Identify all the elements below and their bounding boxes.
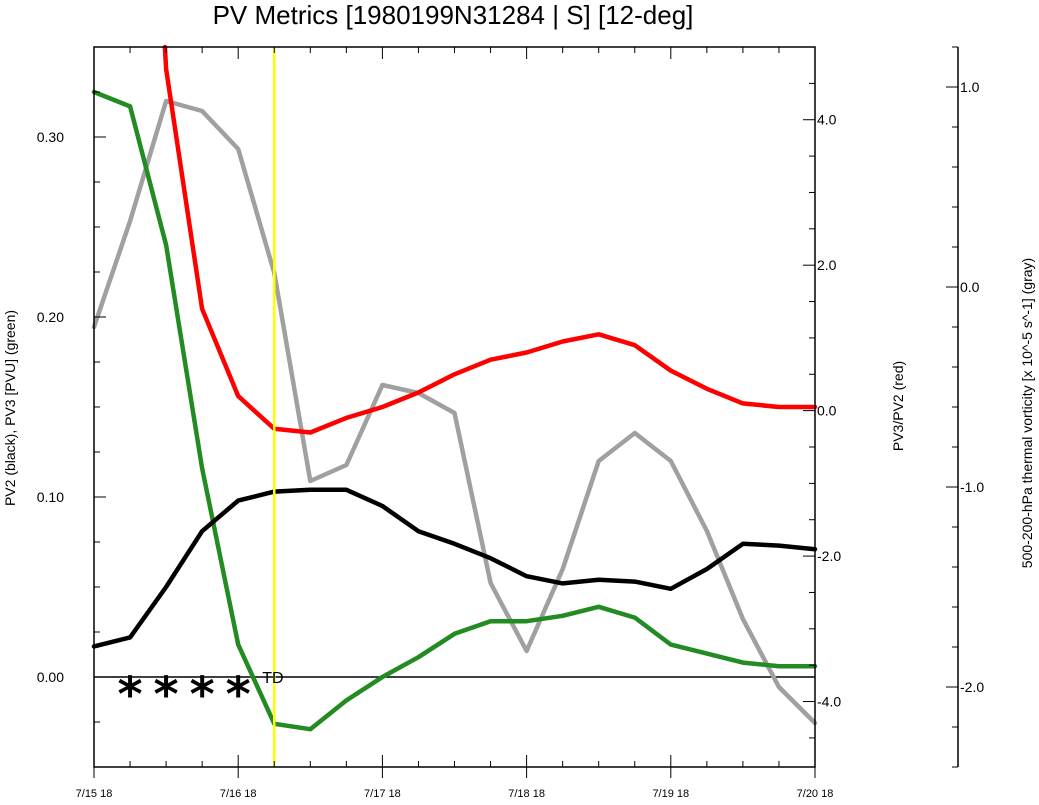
star-marker-3: *	[190, 667, 215, 723]
left-tick-label: 0.00	[37, 669, 64, 685]
series-layer: * * * * TD	[91, 44, 818, 767]
left-tick-label: 0.10	[37, 489, 64, 505]
right-tick-label-vorticity: 0.0	[960, 279, 980, 295]
chart-title: PV Metrics [1980199N31284 | S] [12-deg]	[213, 0, 694, 30]
x-tick-label: 7/20 18	[797, 788, 834, 800]
star-marker-4: *	[226, 667, 251, 723]
x-tick-label: 7/15 18	[76, 788, 113, 800]
left-tick-label: 0.30	[37, 129, 64, 145]
right-tick-label-vorticity: 1.0	[960, 79, 980, 95]
left-axis-label: PV2 (black), PV3 [PVU] (green)	[2, 310, 18, 506]
right-tick-label-ratio: -2.0	[817, 548, 841, 564]
right-axis-label-vorticity: 500-200-hPa thermal vorticity [x 10^-5 s…	[1019, 258, 1035, 568]
right-tick-label-ratio: -4.0	[817, 694, 841, 710]
left-tick-label: 0.20	[37, 309, 64, 325]
right-tick-label-vorticity: -2.0	[960, 679, 984, 695]
td-label: TD	[262, 670, 283, 687]
plot-frame	[93, 46, 816, 768]
right-axis-label-ratio: PV3/PV2 (red)	[890, 361, 906, 451]
series-line-pv2	[91, 487, 818, 649]
x-tick-label: 7/18 18	[508, 788, 545, 800]
right-tick-label-ratio: 2.0	[817, 257, 837, 273]
axes-layer: 7/15 18 7/16 18 7/17 18 7/18 18 7/19 18 7/20 …	[37, 46, 984, 800]
series-line-pv3	[91, 89, 818, 732]
star-marker-1: *	[117, 667, 142, 723]
series-line-thermal-vorticity	[91, 98, 818, 726]
star-marker-2: *	[154, 667, 179, 723]
series-line-pv3-pv2	[162, 44, 818, 435]
right-tick-label-ratio: 0.0	[817, 403, 837, 419]
right-tick-label-vorticity: -1.0	[960, 479, 984, 495]
x-tick-label: 7/17 18	[364, 788, 401, 800]
x-tick-label: 7/19 18	[652, 788, 689, 800]
right-tick-label-ratio: 4.0	[817, 112, 837, 128]
x-tick-label: 7/16 18	[220, 788, 257, 800]
